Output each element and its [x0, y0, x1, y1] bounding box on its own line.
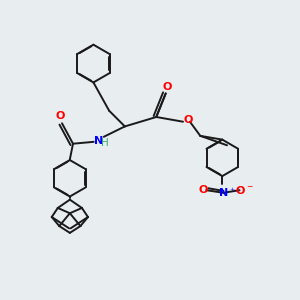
Text: N: N [219, 188, 228, 198]
Text: N: N [94, 136, 103, 146]
Text: O: O [198, 184, 208, 195]
Text: O$^-$: O$^-$ [235, 184, 254, 196]
Text: O: O [184, 115, 193, 125]
Text: O: O [163, 82, 172, 92]
Text: O: O [56, 111, 65, 122]
Text: H: H [101, 138, 109, 148]
Text: $^+$: $^+$ [228, 186, 236, 195]
